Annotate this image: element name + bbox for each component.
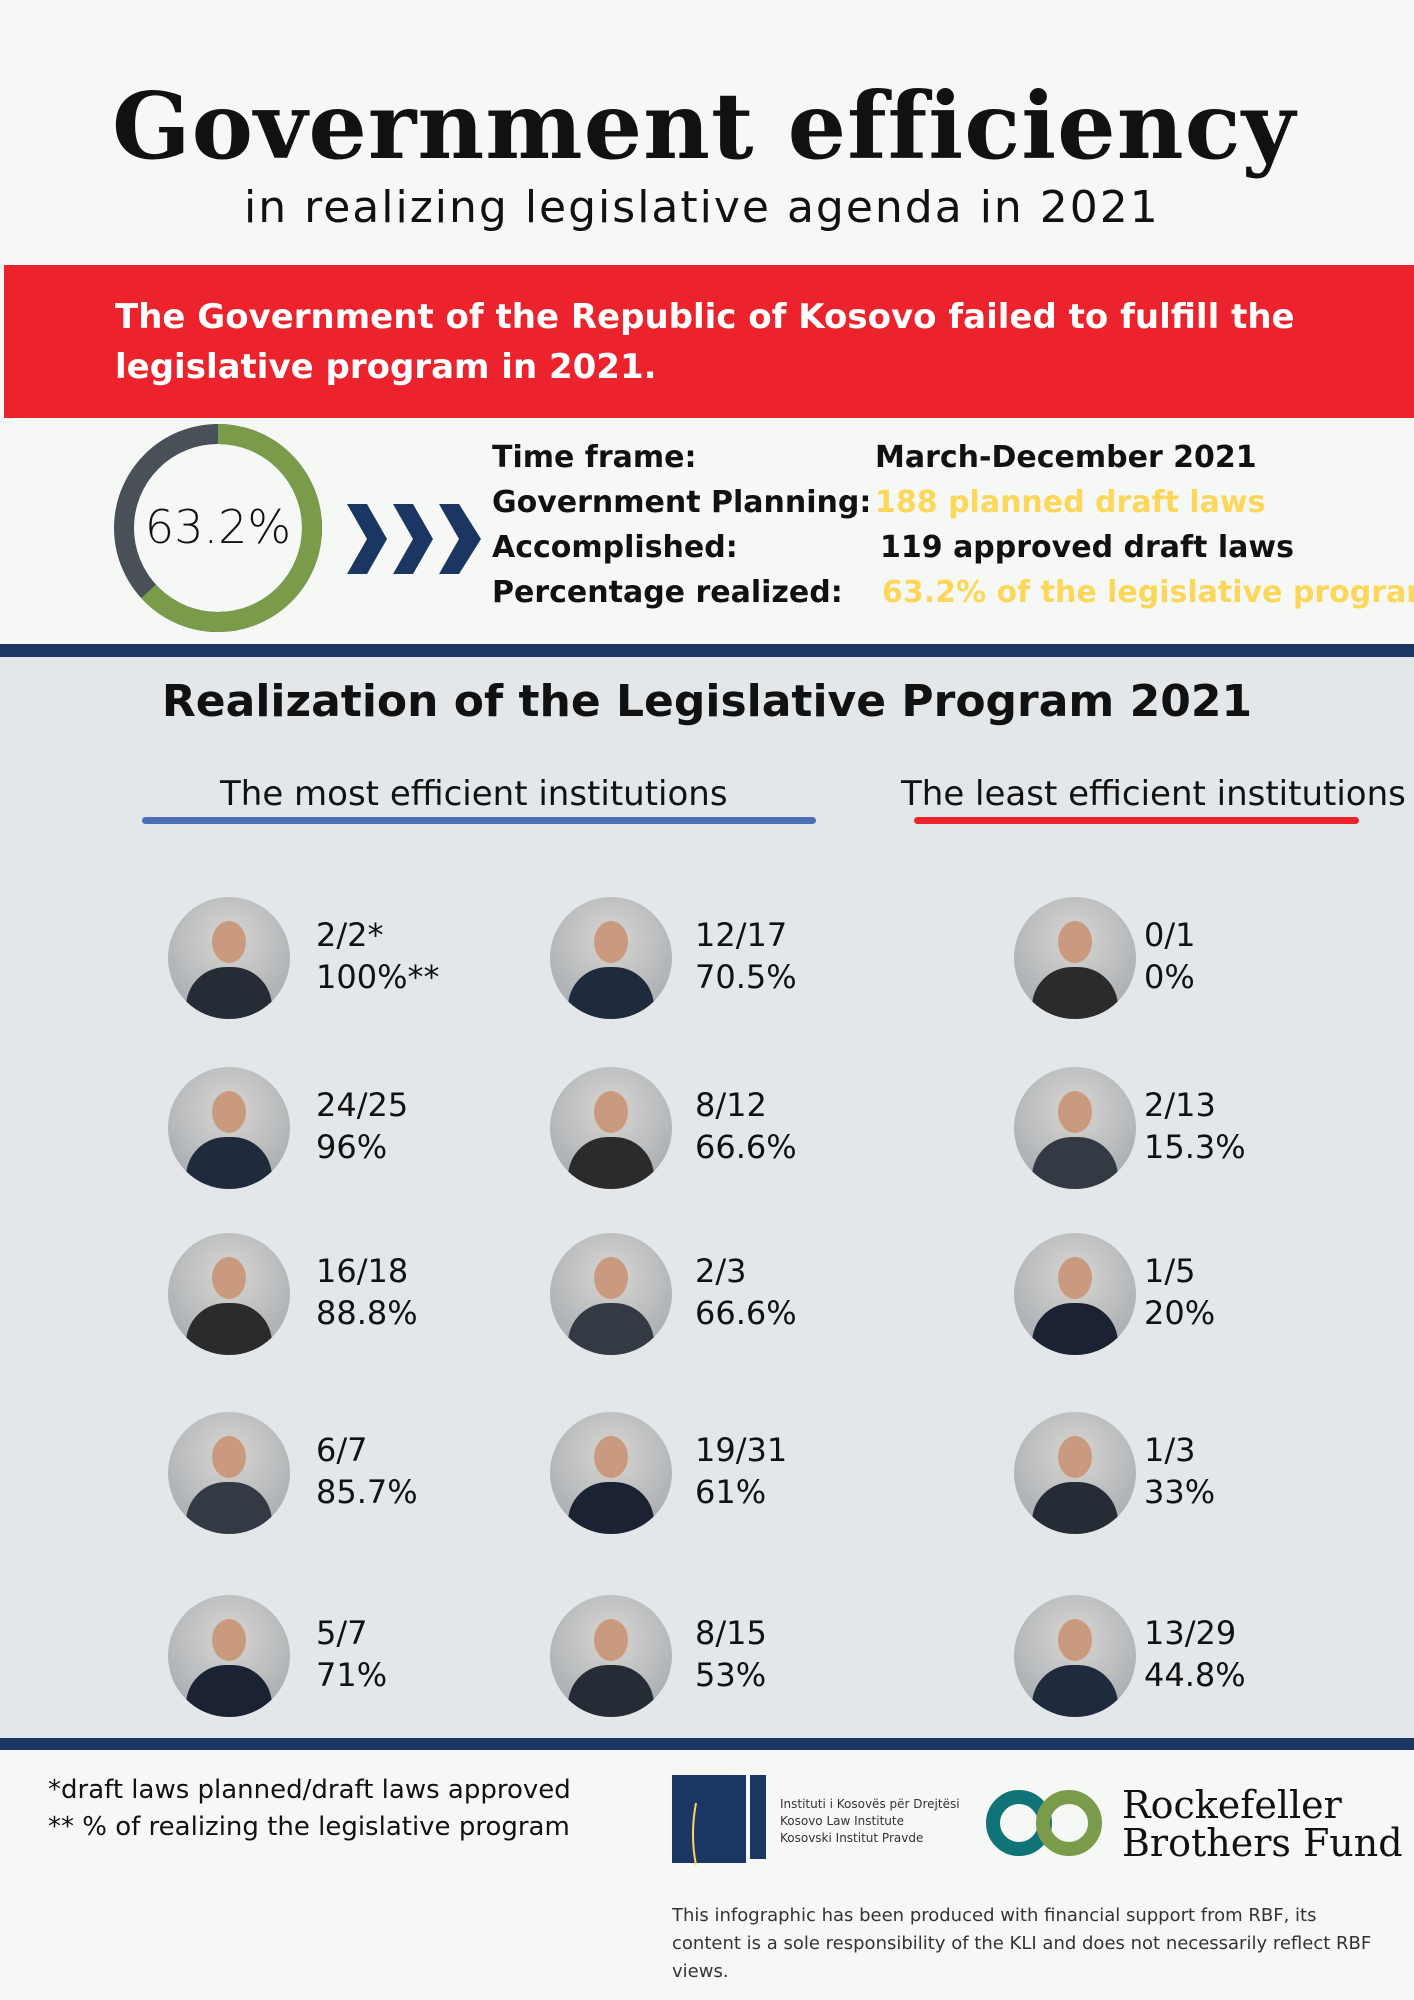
realization-percent: 100%** [316,958,440,996]
institution-head-photo [1014,1595,1136,1717]
approved-fraction: 6/7 [316,1431,368,1469]
alert-banner-text: The Government of the Republic of Kosovo… [115,297,1295,387]
donut-percent-label: 63.2% [144,500,292,554]
institution-head-photo [550,1067,672,1189]
realization-percent: 15.3% [1144,1128,1246,1166]
institution-head-photo [550,1233,672,1355]
institution-head-photo [168,897,290,1019]
divider [0,644,1414,657]
approved-fraction: 13/29 [1144,1614,1237,1652]
rbf-logo [986,1790,1102,1856]
info-label-accomplished: Accomplished: [492,530,738,565]
alert-banner [4,265,1414,418]
least-efficient-underline [914,817,1359,824]
rbf-name-line2: Brothers Fund [1122,1821,1403,1865]
institution-stat: 1/5 20% [1144,1250,1215,1334]
approved-fraction: 1/3 [1144,1431,1196,1469]
donut-progress [114,424,322,632]
institution-head-photo [1014,1233,1136,1355]
info-label-planning: Government Planning: [492,485,872,520]
kli-name-serbian: Kosovski Institut Pravde [780,1831,924,1845]
realization-percent: 85.7% [316,1473,418,1511]
footnote-fraction: *draft laws planned/draft laws approved [48,1775,571,1805]
realization-percent: 53% [695,1656,767,1694]
approved-fraction: 2/3 [695,1252,747,1290]
least-efficient-heading: The least efficient institutions [901,774,1406,814]
institution-stat: 8/12 66.6% [695,1084,797,1168]
page-title: Government efficiency [112,72,1297,180]
info-label-timeframe: Time frame: [492,440,697,475]
approved-fraction: 2/2* [316,916,384,954]
realization-percent: 71% [316,1656,388,1694]
institution-head-photo [168,1067,290,1189]
institution-head-photo [1014,1412,1136,1534]
institution-head-photo [550,1595,672,1717]
institution-stat: 16/18 88.8% [316,1250,418,1334]
approved-fraction: 5/7 [316,1614,368,1652]
approved-fraction: 2/13 [1144,1086,1216,1124]
disclaimer: This infographic has been produced with … [672,1905,1372,1982]
approved-fraction: 8/12 [695,1086,767,1124]
institution-stat: 2/13 15.3% [1144,1084,1246,1168]
info-value-planning: 188 planned draft laws [875,485,1266,520]
most-efficient-heading: The most efficient institutions [220,774,728,814]
institution-stat: 1/3 33% [1144,1429,1215,1513]
approved-fraction: 0/1 [1144,916,1196,954]
institution-head-photo [168,1233,290,1355]
institution-stat: 12/17 70.5% [695,914,797,998]
chevrons-right-icon [347,504,481,574]
institution-stat: 24/25 96% [316,1084,408,1168]
institution-stat: 2/2* 100%** [316,914,439,998]
institution-stat: 5/7 71% [316,1612,387,1696]
info-value-timeframe: March-December 2021 [875,440,1257,475]
realization-percent: 96% [316,1128,388,1166]
approved-fraction: 12/17 [695,916,788,954]
institution-head-photo [550,1412,672,1534]
realization-percent: 61% [695,1473,767,1511]
info-value-percentage: 63.2% of the legislative program [882,575,1414,610]
realization-percent: 70.5% [695,958,797,996]
realization-percent: 20% [1144,1294,1216,1332]
section-heading: Realization of the Legislative Program 2… [161,676,1253,727]
most-efficient-underline [142,817,816,824]
institution-stat: 13/29 44.8% [1144,1612,1246,1696]
kli-logo [672,1775,766,1865]
institution-head-photo [1014,1067,1136,1189]
info-value-accomplished: 119 approved draft laws [880,530,1294,565]
approved-fraction: 19/31 [695,1431,788,1469]
approved-fraction: 16/18 [316,1252,409,1290]
institutions-section [0,657,1414,1738]
realization-percent: 88.8% [316,1294,418,1332]
footnote-percent: ** % of realizing the legislative progra… [48,1812,570,1842]
realization-percent: 44.8% [1144,1656,1246,1694]
institution-head-photo [1014,897,1136,1019]
institution-head-photo [550,897,672,1019]
realization-percent: 33% [1144,1473,1216,1511]
info-label-percentage: Percentage realized: [492,575,843,610]
institution-head-photo [168,1595,290,1717]
rbf-name-line1: Rockefeller [1122,1783,1342,1827]
kli-name: Instituti i Kosovës për Drejtësi Kosovo … [780,1796,960,1847]
rbf-name: Rockefeller Brothers Fund [1122,1786,1403,1862]
progress-donut [114,424,322,632]
institution-stat: 0/1 0% [1144,914,1196,998]
realization-percent: 66.6% [695,1128,797,1166]
realization-percent: 66.6% [695,1294,797,1332]
approved-fraction: 24/25 [316,1086,409,1124]
realization-percent: 0% [1144,958,1195,996]
institution-stat: 8/15 53% [695,1612,767,1696]
institution-stat: 6/7 85.7% [316,1429,418,1513]
approved-fraction: 1/5 [1144,1252,1196,1290]
institution-stat: 19/31 61% [695,1429,787,1513]
kli-name-albanian: Instituti i Kosovës për Drejtësi [780,1797,960,1811]
approved-fraction: 8/15 [695,1614,767,1652]
institution-stat: 2/3 66.6% [695,1250,797,1334]
kli-name-english: Kosovo Law Institute [780,1814,904,1828]
page-subtitle: in realizing legislative agenda in 2021 [244,182,1160,233]
divider [0,1738,1414,1750]
institution-head-photo [168,1412,290,1534]
